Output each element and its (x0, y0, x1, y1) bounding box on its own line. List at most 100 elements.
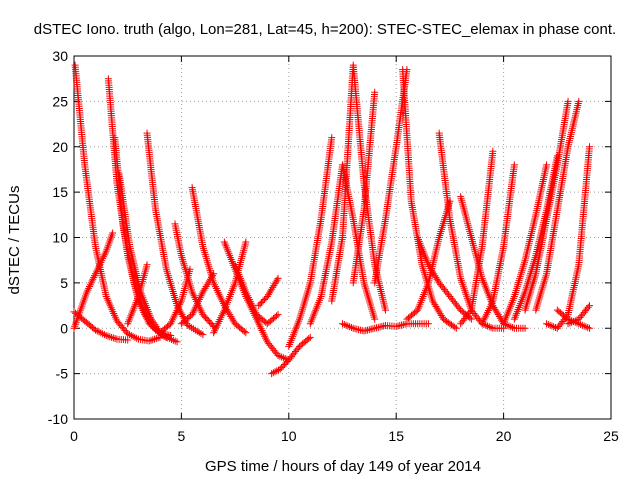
data-point (546, 321, 554, 329)
data-point (580, 322, 588, 330)
data-point (568, 318, 576, 326)
data-point (342, 321, 350, 329)
data-point (569, 317, 577, 325)
data-point (424, 320, 432, 328)
data-point (93, 327, 101, 335)
data-point (151, 321, 159, 329)
data-point (229, 316, 237, 324)
data-point (86, 281, 94, 289)
data-point (259, 297, 267, 305)
data-point (425, 263, 433, 271)
data-point (371, 315, 379, 323)
data-point (88, 277, 96, 285)
data-point (432, 273, 440, 281)
data-point (147, 336, 155, 344)
data-point (521, 324, 529, 332)
data-point (109, 334, 117, 342)
data-point (102, 332, 110, 340)
data-point (489, 147, 497, 155)
data-point (305, 335, 313, 343)
data-point (483, 322, 491, 330)
data-marks (70, 61, 594, 378)
data-point (548, 322, 556, 330)
data-point (199, 288, 207, 296)
data-point (151, 335, 159, 343)
data-point (111, 335, 119, 343)
data-point (429, 297, 437, 305)
data-point (435, 308, 443, 316)
data-point (124, 330, 132, 338)
data-point (274, 274, 282, 282)
data-point (273, 312, 281, 320)
data-point (242, 329, 250, 337)
data-point (276, 365, 284, 373)
data-point (145, 337, 153, 345)
data-point (154, 334, 162, 342)
x-tick-label: 15 (388, 428, 404, 444)
data-point (202, 283, 210, 291)
x-tick-label: 5 (178, 428, 186, 444)
x-tick-label: 0 (70, 428, 78, 444)
data-point (467, 315, 475, 323)
y-tick-label: 5 (60, 275, 68, 291)
data-point (226, 311, 234, 319)
data-point (586, 302, 594, 310)
data-point (274, 351, 282, 359)
data-point (436, 310, 444, 318)
data-point (584, 323, 592, 331)
data-point (271, 368, 279, 376)
data-point (269, 283, 277, 291)
data-point (90, 273, 98, 281)
data-point (273, 367, 281, 375)
data-point (203, 281, 211, 289)
data-point (431, 272, 439, 280)
data-point (339, 320, 346, 328)
data-point (108, 333, 116, 341)
data-point (371, 88, 379, 96)
data-point (100, 331, 108, 339)
data-point (306, 333, 314, 341)
y-tick-label: 25 (52, 93, 68, 109)
data-point (265, 289, 273, 297)
data-point (577, 320, 585, 328)
data-point (149, 336, 157, 344)
y-tick-label: 15 (52, 184, 68, 200)
data-point (263, 292, 271, 300)
data-point (84, 286, 92, 294)
data-point (493, 309, 501, 317)
data-point (200, 286, 208, 294)
data-point (430, 270, 438, 278)
data-point (437, 312, 445, 320)
data-point (173, 338, 181, 346)
y-tick-label: -5 (56, 366, 69, 382)
axes: -10 -5 0 5 10 15 20 25 30 0 5 10 15 20 25 (48, 48, 619, 444)
data-point (344, 322, 352, 330)
data-point (552, 323, 560, 331)
data-point (129, 332, 137, 340)
data-point (276, 352, 284, 360)
data-point (281, 361, 289, 369)
y-tick-label: 10 (52, 230, 68, 246)
data-point (271, 280, 279, 288)
data-point (258, 299, 266, 307)
data-point (427, 264, 435, 272)
data-point (201, 284, 209, 292)
data-point (125, 331, 133, 339)
data-point (494, 311, 502, 319)
x-tick-label: 10 (281, 428, 297, 444)
data-point (127, 332, 135, 340)
data-point (152, 335, 160, 343)
data-point (227, 312, 235, 320)
data-point (199, 331, 207, 339)
data-point (225, 309, 233, 317)
data-point (495, 312, 503, 320)
data-point (89, 275, 97, 283)
data-point (487, 323, 495, 331)
data-point (429, 268, 437, 276)
data-point (95, 328, 103, 336)
data-point (179, 312, 187, 320)
data-point (278, 353, 286, 361)
data-point (178, 311, 186, 319)
data-point (106, 333, 114, 341)
data-point (544, 320, 552, 328)
